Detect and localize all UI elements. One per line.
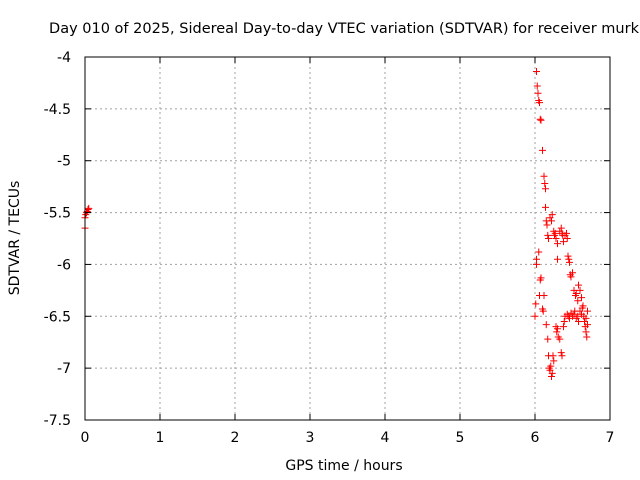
data-point-0-43 xyxy=(550,357,558,365)
data-point-0-86 xyxy=(572,289,580,297)
data-point-0-104 xyxy=(582,314,590,322)
chart-title: Day 010 of 2025, Sidereal Day-to-day VTE… xyxy=(49,21,640,37)
axis-ticks xyxy=(84,56,611,421)
y-tick-label-1: -4.5 xyxy=(44,102,71,118)
data-point-0-50 xyxy=(552,235,560,242)
x-tick-label-3: 3 xyxy=(306,430,315,446)
y-tick-label-7: -7.5 xyxy=(44,413,71,429)
data-point-0-105 xyxy=(584,321,591,329)
data-point-0-15 xyxy=(536,99,543,107)
y-tick-label-6: -7 xyxy=(57,361,71,377)
data-point-0-59 xyxy=(557,224,565,232)
data-point-0-76 xyxy=(566,258,573,266)
x-tick-label-7: 7 xyxy=(606,430,615,446)
data-point-0-101 xyxy=(582,328,590,336)
data-point-0-103 xyxy=(584,307,591,315)
y-tick-label-0: -4 xyxy=(57,50,71,66)
data-point-0-29 xyxy=(542,203,549,211)
data-point-0-41 xyxy=(548,369,556,377)
data-point-0-25 xyxy=(540,292,548,300)
x-tick-label-1: 1 xyxy=(156,430,165,446)
x-axis-label: GPS time / hours xyxy=(285,458,402,474)
data-point-0-21 xyxy=(537,274,545,282)
data-point-0-17 xyxy=(537,116,545,124)
data-point-0-79 xyxy=(569,269,576,277)
y-tick-label-5: -6.5 xyxy=(44,309,71,325)
data-point-0-89 xyxy=(575,317,582,325)
data-point-0-97 xyxy=(579,302,587,310)
x-tick-label-4: 4 xyxy=(381,430,390,446)
data-point-0-28 xyxy=(542,185,549,193)
data-point-0-54 xyxy=(553,328,561,336)
data-point-0-63 xyxy=(557,349,565,357)
data-point-0-74 xyxy=(564,252,572,260)
data-point-0-90 xyxy=(574,297,582,305)
data-point-0-49 xyxy=(551,229,559,237)
y-axis-label: SDTVAR / TECUs xyxy=(7,181,23,296)
data-point-0-7 xyxy=(531,312,539,320)
x-tick-labels: 0 1 2 3 4 5 6 7 xyxy=(81,430,615,446)
data-point-0-24 xyxy=(539,307,547,315)
grid-lines xyxy=(85,57,610,420)
y-tick-label-3: -5.5 xyxy=(44,206,71,222)
data-point-0-91 xyxy=(575,281,582,289)
x-tick-label-0: 0 xyxy=(81,430,90,446)
data-point-0-40 xyxy=(548,372,555,380)
data-point-0-96 xyxy=(578,294,585,302)
data-point-0-6 xyxy=(85,204,93,212)
data-point-0-92 xyxy=(576,286,584,294)
data-point-0-66 xyxy=(560,317,568,325)
data-point-0-8 xyxy=(532,300,540,308)
data-point-0-102 xyxy=(583,333,591,341)
data-point-0-18 xyxy=(535,248,543,256)
data-point-0-26 xyxy=(540,172,548,180)
data-point-0-22 xyxy=(539,146,546,154)
data-point-0-5 xyxy=(84,205,92,213)
data-point-0-13 xyxy=(534,89,542,97)
data-point-0-27 xyxy=(541,180,549,188)
data-point-0-42 xyxy=(549,352,557,360)
x-tick-label-2: 2 xyxy=(231,430,240,446)
data-point-0-32 xyxy=(544,231,552,239)
x-tick-label-5: 5 xyxy=(456,430,465,446)
data-point-0-31 xyxy=(543,221,551,229)
data-point-0-64 xyxy=(558,352,566,360)
data-point-0-51 xyxy=(554,240,561,248)
data-point-0-12 xyxy=(533,82,541,90)
data-point-0-82 xyxy=(570,310,578,318)
x-tick-label-6: 6 xyxy=(531,430,540,446)
y-tick-label-4: -6 xyxy=(57,257,71,273)
data-point-0-39 xyxy=(547,362,555,370)
data-point-0-55 xyxy=(554,325,561,333)
data-points xyxy=(81,68,591,380)
data-point-0-46 xyxy=(548,211,556,219)
y-tick-label-2: -5 xyxy=(57,154,71,170)
data-point-0-16 xyxy=(536,115,544,123)
data-point-0-99 xyxy=(581,317,588,325)
data-point-0-11 xyxy=(533,68,540,76)
data-point-0-70 xyxy=(563,235,571,242)
y-tick-labels: -4 -4.5 -5 -5.5 -6 -6.5 -7 -7.5 xyxy=(44,50,71,429)
data-point-0-78 xyxy=(567,273,575,281)
plot-frame xyxy=(84,56,611,421)
data-point-0-80 xyxy=(567,309,575,317)
data-point-0-69 xyxy=(563,229,570,237)
data-point-0-65 xyxy=(560,323,567,331)
data-point-0-75 xyxy=(565,255,573,263)
data-point-0-62 xyxy=(560,238,567,246)
data-point-0-88 xyxy=(574,312,582,320)
data-point-0-10 xyxy=(533,255,540,263)
data-point-0-45 xyxy=(548,217,555,225)
data-point-0-34 xyxy=(542,321,550,329)
data-point-0-57 xyxy=(556,335,564,343)
data-point-0-52 xyxy=(554,255,561,263)
data-point-0-35 xyxy=(544,335,552,343)
data-point-0-33 xyxy=(545,235,552,242)
